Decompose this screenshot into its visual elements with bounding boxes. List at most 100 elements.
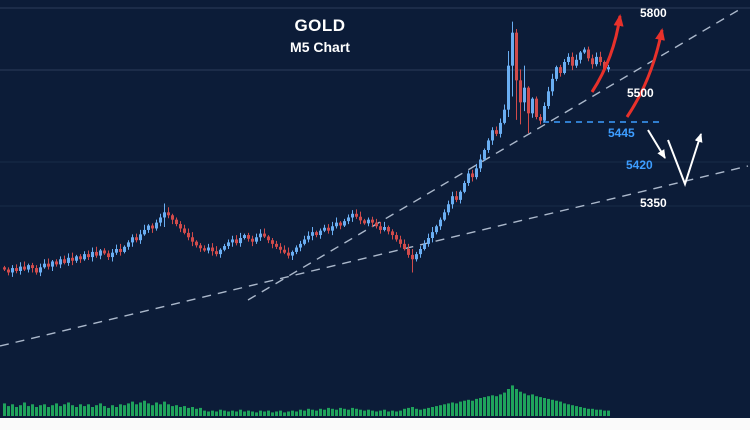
volume-bar	[127, 403, 130, 416]
candle-body	[187, 232, 190, 238]
candle-body	[75, 256, 78, 261]
volume-bar	[47, 407, 50, 416]
volume-bar	[431, 407, 434, 416]
volume-bar	[219, 409, 222, 416]
volume-bar	[179, 407, 182, 416]
volume-bar	[435, 406, 438, 416]
bullish-projection-arrow	[590, 14, 624, 93]
volume-bar	[143, 400, 146, 416]
volume-bar	[571, 405, 574, 416]
candle-body	[147, 225, 150, 230]
volume-bar	[199, 407, 202, 416]
volume-bar	[463, 400, 466, 416]
candle-body	[115, 249, 118, 253]
volume-bar	[59, 406, 62, 416]
volume-bar	[235, 411, 238, 416]
candle-body	[555, 67, 558, 79]
volume-bar	[451, 402, 454, 416]
volume-bar	[427, 407, 430, 416]
volume-bar	[39, 405, 42, 416]
volume-bar	[355, 408, 358, 416]
volume-bar	[27, 406, 30, 416]
candle-body	[235, 239, 238, 244]
volume-bar	[287, 411, 290, 416]
candle-body	[543, 106, 546, 121]
volume-bar	[491, 395, 494, 416]
candle-body	[579, 52, 582, 60]
volume-bar	[299, 409, 302, 416]
candle-body	[367, 219, 370, 224]
candle-body	[167, 212, 170, 216]
volume-bar	[295, 411, 298, 416]
volume-bar	[211, 410, 214, 416]
volume-bar	[283, 412, 286, 416]
volume-bar	[455, 403, 458, 416]
volume-bar	[379, 410, 382, 416]
volume-bar	[11, 404, 14, 416]
volume-bar	[479, 398, 482, 416]
candle-body	[347, 217, 350, 222]
volume-bar	[603, 410, 606, 416]
volume-bar	[115, 407, 118, 416]
candle-body	[311, 232, 314, 236]
volume-bar	[135, 404, 138, 416]
candle-body	[343, 221, 346, 226]
volume-bar	[531, 394, 534, 416]
volume-bar	[243, 411, 246, 416]
candle-body	[271, 240, 274, 244]
candle-body	[87, 254, 90, 258]
volume-bar	[543, 398, 546, 416]
candle-body	[351, 213, 354, 218]
candle-body	[119, 249, 122, 252]
volume-bar	[55, 403, 58, 416]
candle-body	[207, 247, 210, 251]
candle-body	[7, 269, 10, 273]
volume-bar	[343, 408, 346, 416]
candle-body	[419, 249, 422, 255]
volume-bar	[15, 407, 18, 416]
candle-body	[487, 140, 490, 150]
volume-bar	[7, 406, 10, 416]
volume-bar	[159, 404, 162, 416]
candle-body	[255, 237, 258, 242]
candle-body	[451, 196, 454, 205]
volume-bar	[119, 404, 122, 416]
trendline	[247, 7, 743, 301]
candle-body	[191, 237, 194, 242]
volume-bar	[3, 403, 6, 416]
arrows-layer	[590, 14, 703, 188]
candle-body	[79, 256, 82, 260]
volume-bar	[63, 404, 66, 416]
volume-bar	[371, 410, 374, 416]
volume-bar	[423, 408, 426, 416]
volume-bar	[467, 399, 470, 416]
candle-body	[11, 268, 14, 273]
candle-body	[163, 212, 166, 218]
pullback-arrow	[647, 129, 666, 159]
candle-body	[123, 246, 126, 252]
candle-body	[471, 173, 474, 178]
volume-bar	[539, 397, 542, 416]
candle-body	[43, 263, 46, 268]
volume-bar	[131, 401, 134, 416]
candle-body	[395, 235, 398, 240]
volume-bar	[411, 407, 414, 416]
candle-body	[95, 251, 98, 256]
candle-body	[59, 259, 62, 265]
candle-body	[399, 239, 402, 244]
candle-body	[599, 56, 602, 62]
candle-body	[439, 219, 442, 227]
candle-body	[171, 215, 174, 220]
volume-bar	[231, 410, 234, 416]
candle-body	[547, 91, 550, 106]
volume-bar	[387, 411, 390, 416]
volume-bar	[35, 407, 38, 416]
candle-body	[435, 226, 438, 233]
candle-body	[391, 231, 394, 236]
volume-bar	[247, 410, 250, 416]
volume-layer	[3, 385, 610, 416]
candle-body	[463, 183, 466, 192]
candle-body	[591, 58, 594, 65]
volume-bar	[75, 407, 78, 416]
volume-bar	[107, 407, 110, 416]
